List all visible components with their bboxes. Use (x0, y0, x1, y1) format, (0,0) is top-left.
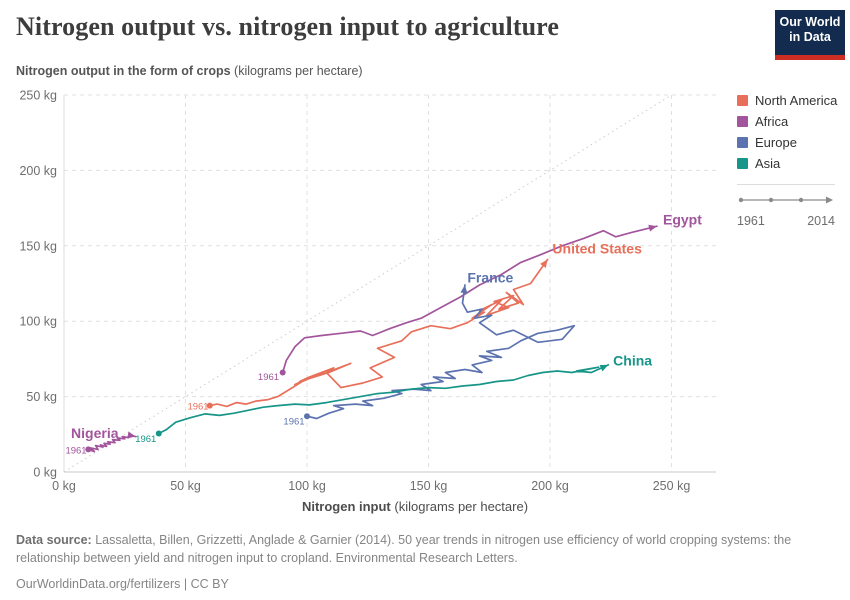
series-end-arrow-icon (460, 285, 468, 294)
x-tick-label: 200 kg (531, 479, 569, 493)
diagonal-reference-line (63, 94, 672, 473)
legend-swatch-icon (737, 137, 748, 148)
legend: North America Africa Europe Asia 1961 2014 (737, 93, 847, 228)
x-tick-label: 250 kg (653, 479, 691, 493)
legend-item-europe[interactable]: Europe (737, 135, 847, 150)
series-end-arrow-icon (648, 224, 657, 232)
series-label-france[interactable]: France (467, 270, 513, 286)
timeline-start-year: 1961 (737, 214, 765, 228)
owid-logo: Our World in Data (775, 10, 845, 60)
legend-item-africa[interactable]: Africa (737, 114, 847, 129)
legend-swatch-icon (737, 116, 748, 127)
series-france: 1961 France (283, 270, 576, 427)
series-line-france[interactable] (306, 284, 576, 420)
page-title: Nitrogen output vs. nitrogen input to ag… (16, 12, 559, 41)
y-tick-label: 100 kg (19, 315, 57, 329)
legend-item-asia[interactable]: Asia (737, 156, 847, 171)
footer-source-text: Lassaletta, Billen, Grizzetti, Anglade &… (16, 533, 792, 565)
series-united-states: 1961 United States (187, 240, 642, 412)
x-tick-label: 0 kg (52, 479, 76, 493)
series-line-egypt[interactable] (281, 225, 658, 374)
series-start-dot-china[interactable] (155, 430, 162, 437)
series-end-arrow-icon (127, 431, 136, 439)
timeline-dot[interactable] (798, 197, 804, 203)
timeline-dot[interactable] (738, 197, 744, 203)
timeline-axis (738, 196, 833, 204)
series-label-united-states[interactable]: United States (552, 240, 642, 256)
series-end-arrow-icon (540, 259, 548, 268)
legend-swatch-icon (737, 158, 748, 169)
series-end-arrow-icon (599, 364, 609, 372)
series-line-china[interactable] (157, 364, 610, 435)
legend-item-label: North America (755, 93, 838, 108)
series-start-dot-nigeria[interactable] (85, 446, 92, 453)
timeline-dot[interactable] (768, 197, 774, 203)
footer-source: Data source: Lassaletta, Billen, Grizzet… (16, 532, 834, 567)
legend-item-label: Europe (755, 135, 797, 150)
series-egypt: 1961 Egypt (258, 212, 702, 383)
x-tick-label: 100 kg (288, 479, 326, 493)
y-tick-label: 200 kg (19, 164, 57, 178)
owid-logo-line2: in Data (789, 30, 831, 44)
legend-item-label: Africa (755, 114, 789, 129)
chart-footer: Data source: Lassaletta, Billen, Grizzet… (16, 532, 834, 594)
series-start-dot-egypt[interactable] (279, 369, 286, 376)
series-start-year-label: 1961 (187, 401, 208, 412)
owid-logo-accent-bar (775, 55, 845, 60)
x-tick-label: 150 kg (410, 479, 448, 493)
series-nigeria: 1961 Nigeria (65, 425, 137, 456)
series-label-egypt[interactable]: Egypt (663, 212, 702, 228)
series-label-nigeria[interactable]: Nigeria (71, 425, 119, 441)
timeline: 1961 2014 (737, 184, 835, 228)
y-axis-unit: (kilograms per hectare) (230, 64, 363, 78)
series-label-china[interactable]: China (613, 353, 652, 369)
series-china: 1961 China (135, 353, 652, 445)
timeline-years: 1961 2014 (737, 214, 835, 228)
y-tick-label: 50 kg (26, 390, 57, 404)
series-start-year-label: 1961 (283, 416, 304, 427)
legend-swatch-icon (737, 95, 748, 106)
footer-license: OurWorldinData.org/fertilizers | CC BY (16, 577, 229, 591)
series-line-united-states[interactable] (208, 258, 549, 408)
owid-logo-line1: Our World (779, 15, 841, 29)
footer-source-label: Data source: (16, 533, 92, 547)
legend-item-label: Asia (755, 156, 781, 171)
x-tick-label: 50 kg (170, 479, 201, 493)
y-tick-label: 0 kg (33, 466, 57, 480)
legend-items: North America Africa Europe Asia (737, 93, 847, 171)
legend-item-north-america[interactable]: North America (737, 93, 847, 108)
timeline-arrow-icon (826, 196, 833, 204)
y-tick-label: 150 kg (19, 239, 57, 253)
series-start-year-label: 1961 (135, 434, 156, 445)
y-tick-label: 250 kg (19, 89, 57, 103)
y-axis-title: Nitrogen output in the form of crops (16, 64, 231, 78)
chart-subtitle: Nitrogen output in the form of crops (ki… (16, 64, 363, 78)
timeline-end-year: 2014 (807, 214, 835, 228)
series-start-year-label: 1961 (65, 445, 86, 456)
series-start-dot-france[interactable] (304, 413, 310, 420)
series-start-dot-united-states[interactable] (206, 402, 213, 409)
series-line-nigeria[interactable] (87, 434, 137, 453)
x-axis-title: Nitrogen input (kilograms per hectare) (302, 499, 528, 514)
series-start-year-label: 1961 (258, 372, 279, 383)
